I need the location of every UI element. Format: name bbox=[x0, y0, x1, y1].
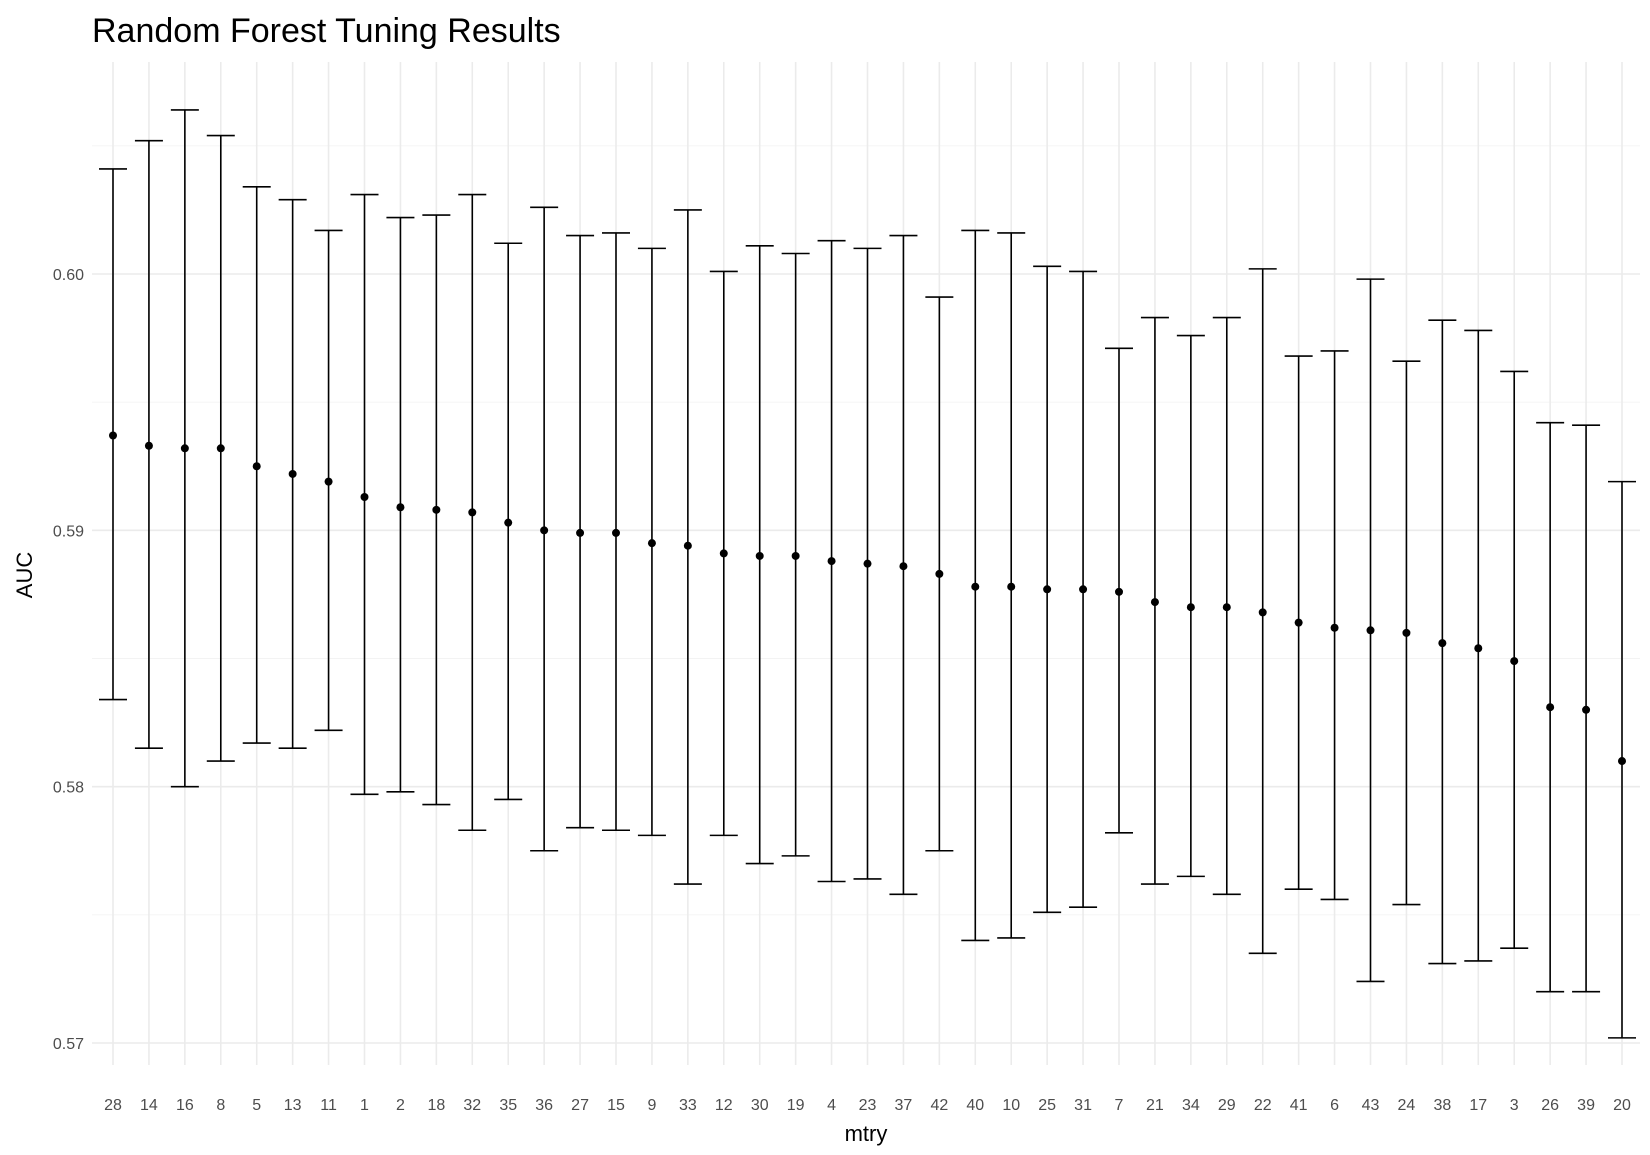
data-point bbox=[109, 431, 117, 440]
x-tick-label: 5 bbox=[252, 1097, 261, 1114]
x-tick-label: 11 bbox=[320, 1097, 337, 1114]
x-tick-label: 32 bbox=[463, 1097, 481, 1114]
y-tick-label: 0.60 bbox=[53, 267, 84, 284]
data-point bbox=[540, 526, 549, 535]
x-tick-label: 10 bbox=[1002, 1097, 1020, 1114]
data-point bbox=[1582, 705, 1591, 714]
x-tick-label: 19 bbox=[787, 1097, 805, 1114]
data-point bbox=[216, 444, 225, 453]
y-axis-ticks: 0.57 0.58 0.59 0.60 bbox=[53, 267, 84, 1053]
data-point bbox=[432, 505, 441, 514]
x-tick-label: 30 bbox=[751, 1097, 769, 1114]
x-tick-label: 37 bbox=[895, 1097, 913, 1114]
x-tick-label: 1 bbox=[360, 1097, 369, 1114]
data-point bbox=[468, 508, 477, 517]
x-tick-label: 21 bbox=[1146, 1097, 1164, 1114]
data-points bbox=[109, 431, 1626, 766]
data-point bbox=[1330, 623, 1339, 632]
data-point bbox=[1546, 703, 1555, 712]
x-tick-label: 13 bbox=[284, 1097, 302, 1114]
x-tick-label: 38 bbox=[1433, 1097, 1451, 1114]
x-tick-label: 24 bbox=[1398, 1097, 1416, 1114]
data-point bbox=[755, 551, 764, 560]
x-tick-label: 2 bbox=[396, 1097, 405, 1114]
y-tick-label: 0.59 bbox=[53, 523, 84, 540]
x-tick-label: 27 bbox=[571, 1097, 589, 1114]
x-tick-label: 16 bbox=[176, 1097, 194, 1114]
x-tick-label: 9 bbox=[647, 1097, 656, 1114]
x-tick-label: 4 bbox=[827, 1097, 836, 1114]
x-axis-ticks: 28 14 16 8 5 13 11 1 2 18 32 35 36 27 15 9 33 12 30 19 4 23 37… bbox=[104, 1097, 1631, 1114]
data-point bbox=[1402, 628, 1411, 637]
x-tick-label: 3 bbox=[1510, 1097, 1519, 1114]
data-point bbox=[1043, 585, 1052, 594]
data-point bbox=[683, 541, 692, 550]
data-point bbox=[360, 493, 369, 502]
data-point bbox=[863, 559, 872, 568]
data-point bbox=[935, 569, 944, 578]
x-tick-label: 12 bbox=[715, 1097, 733, 1114]
x-tick-label: 40 bbox=[966, 1097, 984, 1114]
x-tick-label: 20 bbox=[1613, 1097, 1631, 1114]
data-point bbox=[1186, 603, 1195, 612]
x-tick-label: 18 bbox=[427, 1097, 445, 1114]
x-tick-label: 7 bbox=[1115, 1097, 1124, 1114]
data-point bbox=[1618, 757, 1626, 766]
x-tick-label: 15 bbox=[607, 1097, 625, 1114]
data-point bbox=[1150, 598, 1159, 607]
data-point bbox=[288, 469, 297, 478]
x-tick-label: 36 bbox=[535, 1097, 553, 1114]
x-tick-label: 43 bbox=[1362, 1097, 1380, 1114]
data-point bbox=[1079, 585, 1088, 594]
data-point bbox=[1258, 608, 1267, 617]
data-point bbox=[180, 444, 189, 453]
x-axis-title: mtry bbox=[845, 1121, 888, 1146]
x-tick-label: 14 bbox=[140, 1097, 158, 1114]
data-point bbox=[1007, 582, 1016, 591]
data-point bbox=[1510, 657, 1519, 666]
x-tick-label: 39 bbox=[1577, 1097, 1595, 1114]
x-tick-label: 8 bbox=[216, 1097, 225, 1114]
data-point bbox=[1115, 587, 1123, 596]
x-tick-label: 28 bbox=[104, 1097, 122, 1114]
data-point bbox=[647, 539, 656, 548]
x-tick-label: 17 bbox=[1469, 1097, 1487, 1114]
x-tick-label: 25 bbox=[1038, 1097, 1056, 1114]
data-point bbox=[899, 562, 908, 571]
y-tick-label: 0.57 bbox=[53, 1036, 84, 1053]
x-tick-label: 42 bbox=[930, 1097, 948, 1114]
x-tick-label: 33 bbox=[679, 1097, 697, 1114]
x-tick-label: 6 bbox=[1330, 1097, 1339, 1114]
data-point bbox=[144, 441, 153, 450]
x-tick-label: 23 bbox=[859, 1097, 877, 1114]
x-tick-label: 29 bbox=[1218, 1097, 1236, 1114]
x-tick-label: 26 bbox=[1541, 1097, 1559, 1114]
data-point bbox=[576, 528, 585, 537]
x-tick-label: 22 bbox=[1254, 1097, 1272, 1114]
y-axis-title: AUC bbox=[12, 552, 37, 599]
y-tick-label: 0.58 bbox=[53, 780, 84, 797]
data-point bbox=[827, 557, 836, 566]
data-point bbox=[324, 477, 333, 486]
x-tick-label: 34 bbox=[1182, 1097, 1200, 1114]
chart-title: Random Forest Tuning Results bbox=[92, 12, 561, 50]
data-point bbox=[1438, 639, 1447, 648]
data-point bbox=[719, 549, 728, 558]
data-point bbox=[1294, 618, 1303, 627]
data-point bbox=[1474, 644, 1483, 653]
data-point bbox=[971, 582, 980, 591]
x-tick-label: 35 bbox=[499, 1097, 517, 1114]
data-point bbox=[396, 503, 405, 512]
x-tick-label: 31 bbox=[1074, 1097, 1092, 1114]
data-point bbox=[1222, 603, 1231, 612]
data-point bbox=[504, 518, 513, 527]
data-point bbox=[1366, 626, 1375, 635]
x-tick-label: 41 bbox=[1290, 1097, 1308, 1114]
data-point bbox=[612, 528, 620, 537]
data-point bbox=[791, 551, 800, 560]
data-point bbox=[252, 462, 261, 471]
